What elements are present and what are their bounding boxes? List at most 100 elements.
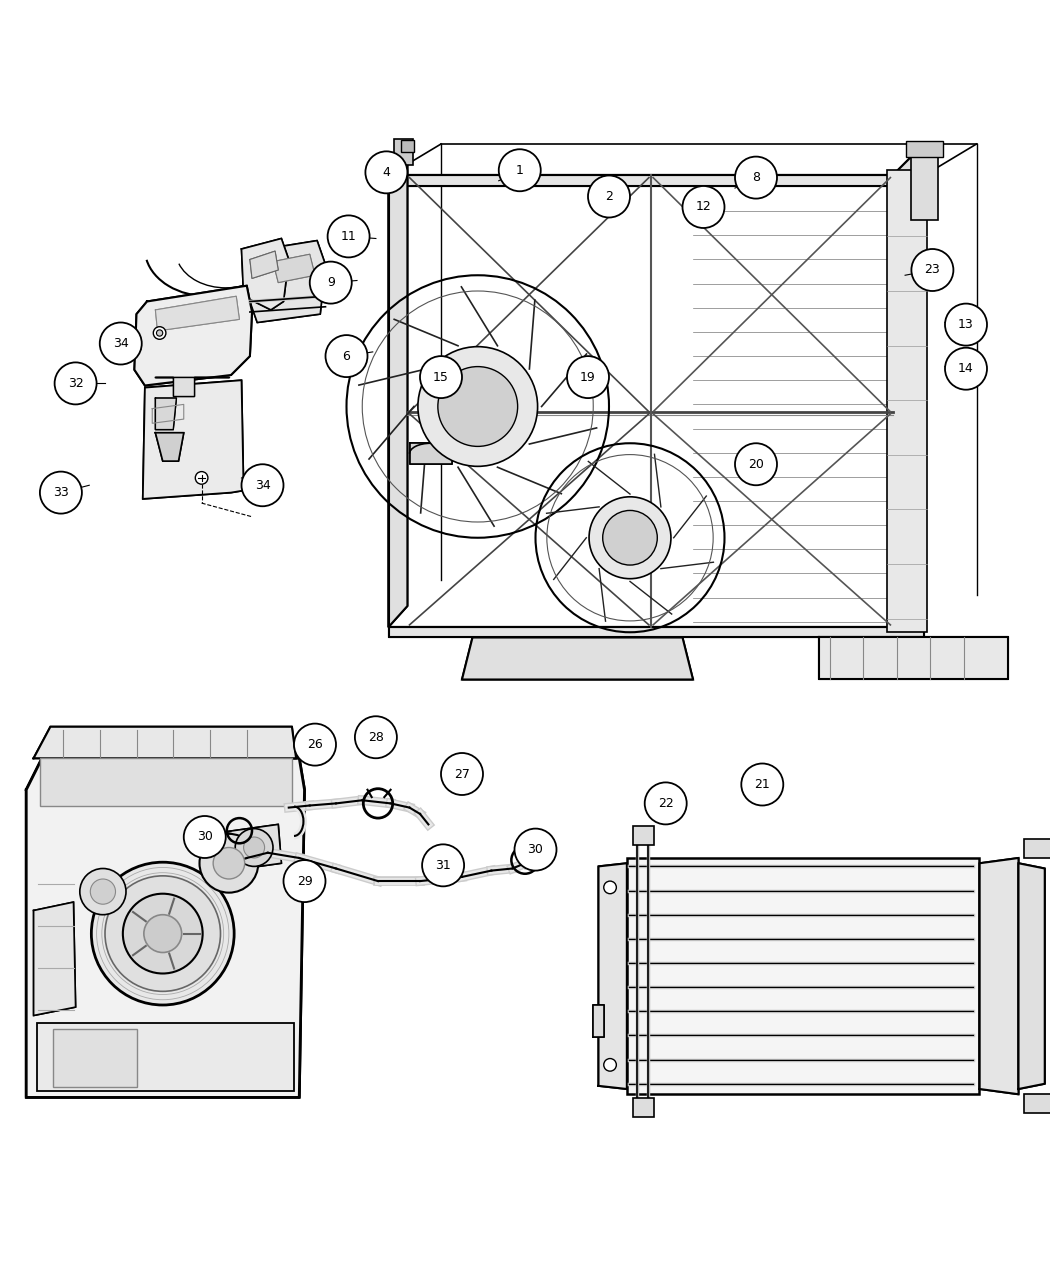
Polygon shape	[242, 238, 289, 310]
Circle shape	[499, 149, 541, 191]
Text: 11: 11	[340, 230, 357, 244]
Circle shape	[418, 347, 538, 467]
Text: 20: 20	[748, 458, 764, 470]
Text: 32: 32	[67, 377, 84, 390]
Circle shape	[40, 472, 82, 514]
Polygon shape	[819, 638, 1008, 680]
Circle shape	[91, 862, 234, 1005]
Circle shape	[945, 303, 987, 346]
Bar	[633, 826, 654, 845]
Circle shape	[420, 356, 462, 398]
Circle shape	[567, 356, 609, 398]
Polygon shape	[980, 858, 1018, 1094]
Circle shape	[328, 215, 370, 258]
Circle shape	[55, 362, 97, 404]
Text: 23: 23	[924, 264, 941, 277]
Circle shape	[200, 834, 258, 892]
Polygon shape	[155, 432, 184, 462]
Polygon shape	[134, 286, 252, 385]
Circle shape	[144, 914, 182, 952]
Circle shape	[105, 876, 220, 992]
Bar	[887, 171, 927, 632]
Circle shape	[294, 724, 336, 765]
Text: 29: 29	[296, 875, 313, 887]
Circle shape	[438, 367, 518, 446]
Circle shape	[355, 717, 397, 759]
Polygon shape	[155, 377, 229, 397]
Circle shape	[100, 323, 142, 365]
Text: 1: 1	[516, 163, 524, 177]
Circle shape	[514, 829, 556, 871]
Text: 19: 19	[580, 371, 596, 384]
Bar	[52, 1029, 136, 1086]
Text: 34: 34	[254, 478, 271, 492]
Circle shape	[911, 249, 953, 291]
Circle shape	[184, 816, 226, 858]
Text: 8: 8	[752, 171, 760, 184]
Circle shape	[284, 861, 326, 903]
Circle shape	[90, 878, 116, 904]
Text: 26: 26	[307, 738, 323, 751]
Polygon shape	[26, 759, 304, 1098]
Circle shape	[441, 754, 483, 796]
Text: 27: 27	[454, 768, 470, 780]
Circle shape	[589, 497, 671, 579]
Circle shape	[604, 1058, 616, 1071]
Polygon shape	[1018, 863, 1045, 1089]
Polygon shape	[155, 296, 239, 332]
Circle shape	[156, 330, 163, 337]
Bar	[394, 139, 413, 164]
Circle shape	[604, 881, 616, 894]
Circle shape	[588, 176, 630, 218]
Bar	[906, 140, 943, 157]
Circle shape	[741, 764, 783, 806]
Text: 28: 28	[368, 731, 384, 743]
Circle shape	[603, 510, 657, 565]
Polygon shape	[598, 863, 627, 1089]
Text: 21: 21	[754, 778, 770, 790]
Circle shape	[80, 868, 126, 914]
Polygon shape	[593, 1005, 604, 1037]
Polygon shape	[388, 154, 407, 627]
Text: 33: 33	[52, 486, 69, 499]
Text: 34: 34	[113, 337, 128, 351]
Circle shape	[153, 326, 166, 339]
Polygon shape	[250, 241, 326, 323]
Circle shape	[326, 335, 368, 377]
Polygon shape	[226, 825, 281, 871]
Text: 13: 13	[958, 317, 974, 332]
Bar	[37, 1023, 294, 1091]
Text: 22: 22	[657, 797, 674, 810]
Circle shape	[735, 157, 777, 199]
Polygon shape	[410, 444, 452, 464]
Circle shape	[213, 848, 245, 878]
Text: 9: 9	[327, 277, 335, 289]
Polygon shape	[273, 254, 315, 283]
Text: 31: 31	[435, 859, 452, 872]
Bar	[911, 152, 938, 219]
Polygon shape	[155, 398, 176, 430]
Bar	[633, 1099, 654, 1117]
Bar	[401, 140, 414, 153]
Circle shape	[422, 844, 464, 886]
Text: 30: 30	[527, 843, 544, 856]
Polygon shape	[388, 176, 924, 186]
Circle shape	[365, 152, 407, 194]
Bar	[627, 858, 979, 1094]
Circle shape	[123, 894, 203, 974]
Bar	[1024, 1094, 1050, 1113]
Text: 4: 4	[382, 166, 391, 178]
Text: 15: 15	[433, 371, 449, 384]
Bar	[388, 176, 892, 627]
Circle shape	[195, 472, 208, 484]
Polygon shape	[462, 638, 693, 680]
Text: 14: 14	[958, 362, 974, 375]
Polygon shape	[34, 727, 296, 759]
Circle shape	[242, 464, 284, 506]
Circle shape	[682, 186, 724, 228]
Circle shape	[735, 444, 777, 486]
Text: 2: 2	[605, 190, 613, 203]
Bar	[40, 759, 292, 806]
Circle shape	[235, 829, 273, 867]
Text: 12: 12	[695, 200, 712, 213]
